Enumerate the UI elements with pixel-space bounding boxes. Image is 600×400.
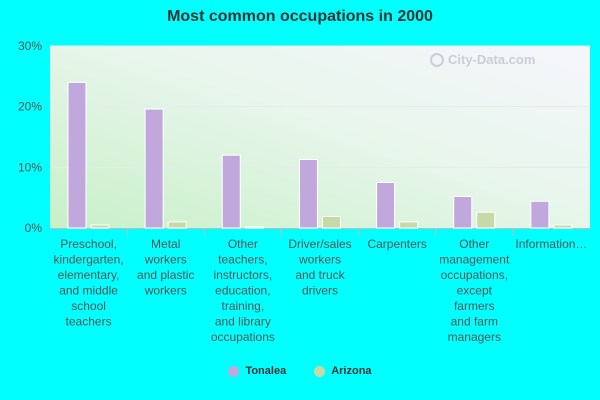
category-label: Preschool, kindergarten, elementary, and mi… bbox=[54, 237, 124, 329]
category-label: Information… bbox=[515, 237, 587, 251]
search-icon bbox=[430, 52, 444, 67]
category-label-line: training, bbox=[222, 299, 265, 313]
legend-label-arizona: Arizona bbox=[331, 365, 372, 377]
category-label-line: Other bbox=[228, 237, 258, 251]
y-tick-label: 30% bbox=[18, 39, 42, 53]
category-label-line: occupations bbox=[211, 330, 275, 344]
category-label-line: Metal bbox=[151, 237, 180, 251]
category-label-line: kindergarten, bbox=[54, 253, 124, 267]
bar-tonalea bbox=[221, 154, 241, 229]
category-label-line: Preschool, bbox=[60, 237, 117, 251]
category-label-line: farmers bbox=[454, 299, 495, 313]
y-tick-label: 20% bbox=[18, 100, 42, 114]
category-label-line: workers bbox=[298, 253, 341, 267]
category-label-line: school bbox=[71, 299, 106, 313]
plot-area bbox=[50, 46, 590, 228]
bar-tonalea bbox=[298, 158, 318, 229]
bar-tonalea bbox=[453, 195, 473, 229]
bar-arizona bbox=[476, 211, 496, 229]
category-label-line: managers bbox=[448, 330, 501, 344]
chart-title: Most common occupations in 2000 bbox=[167, 8, 433, 25]
category-label: Metal workers and plastic workers bbox=[137, 237, 194, 298]
category-label: Carpenters bbox=[367, 237, 426, 251]
legend-swatch-arizona bbox=[314, 365, 326, 377]
category-label-line: workers bbox=[144, 284, 187, 298]
category-label-line: workers bbox=[144, 253, 187, 267]
legend-item-tonalea: Tonalea bbox=[228, 365, 286, 377]
bar-tonalea bbox=[530, 200, 550, 229]
category-label-line: and library bbox=[215, 315, 271, 329]
bar-arizona bbox=[167, 221, 187, 229]
category-label: Other management occupations, except farmers… bbox=[439, 237, 510, 344]
bar-arizona bbox=[244, 226, 264, 229]
bar-arizona bbox=[321, 215, 341, 229]
category-label-line: Information… bbox=[515, 237, 587, 251]
category-label-line: and plastic bbox=[137, 268, 194, 282]
legend-label-tonalea: Tonalea bbox=[245, 365, 287, 377]
category-label-line: education, bbox=[215, 284, 270, 298]
category-label-line: occupations, bbox=[441, 268, 508, 282]
category-label-line: and middle bbox=[59, 284, 118, 298]
watermark: City-Data.com bbox=[430, 52, 535, 67]
y-tick-label: 0% bbox=[25, 221, 43, 235]
category-label-line: drivers bbox=[302, 284, 338, 298]
category-label-line: elementary, bbox=[58, 268, 120, 282]
legend-swatch-tonalea bbox=[228, 365, 240, 377]
category-label-line: teachers bbox=[66, 315, 112, 329]
category-label: Driver/sales workers and truck drivers bbox=[288, 237, 351, 298]
bar-tonalea bbox=[67, 81, 87, 229]
category-label-line: Driver/sales bbox=[288, 237, 351, 251]
category-label-line: management bbox=[439, 253, 510, 267]
bar-arizona bbox=[399, 221, 419, 229]
category-label-line: except bbox=[457, 284, 493, 298]
category-label-line: and truck bbox=[295, 268, 345, 282]
category-label-line: Carpenters bbox=[367, 237, 426, 251]
bar-tonalea bbox=[144, 108, 164, 229]
category-label-line: and farm bbox=[451, 315, 498, 329]
category-label-line: teachers, bbox=[218, 253, 267, 267]
bar-arizona bbox=[553, 224, 573, 229]
legend-item-arizona: Arizona bbox=[314, 365, 372, 377]
bar-tonalea bbox=[376, 182, 396, 229]
category-label: Other teachers, instructors, education, trai… bbox=[211, 237, 275, 344]
watermark-text: City-Data.com bbox=[448, 52, 536, 67]
bar-arizona bbox=[90, 224, 110, 229]
category-label-line: instructors, bbox=[214, 268, 273, 282]
y-tick-label: 10% bbox=[18, 160, 42, 174]
legend: Tonalea Arizona bbox=[0, 365, 600, 377]
category-label-line: Other bbox=[459, 237, 489, 251]
